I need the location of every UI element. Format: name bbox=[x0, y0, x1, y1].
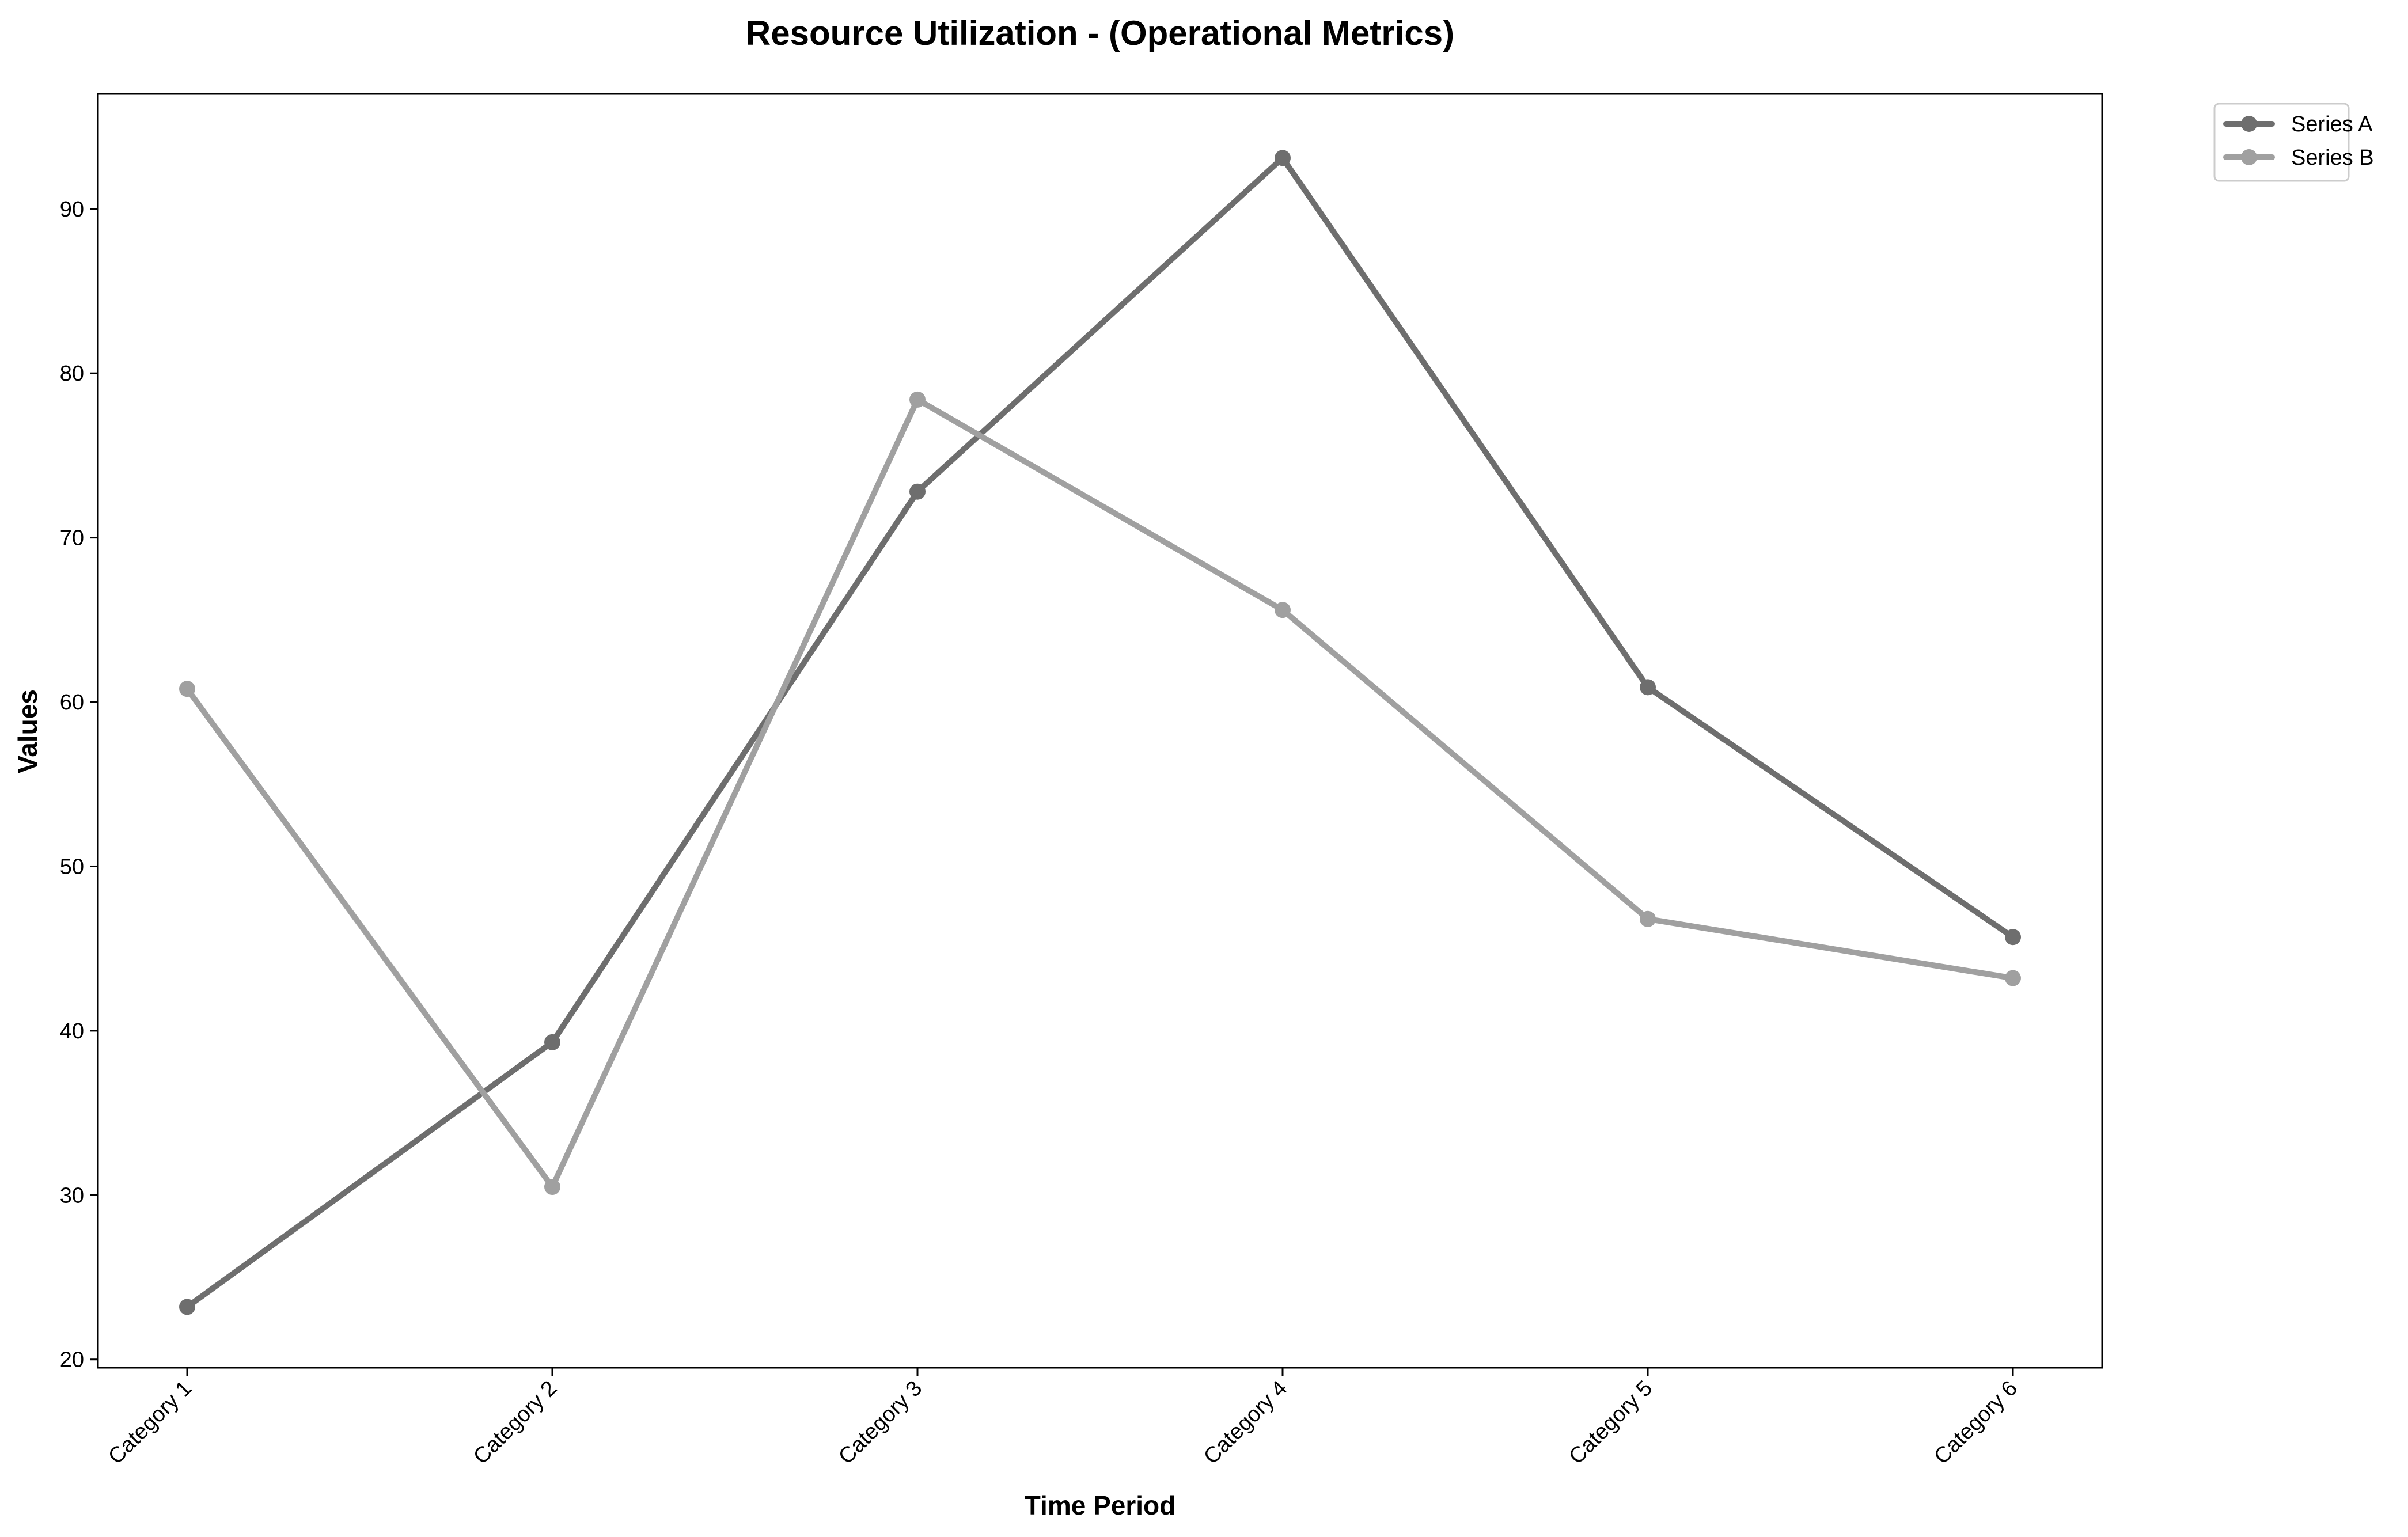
series-2-point bbox=[2005, 970, 2021, 986]
y-axis: 20 30 40 50 60 70 80 90 bbox=[60, 198, 98, 1372]
y-tick-label: 20 bbox=[60, 1348, 84, 1372]
series-2-point bbox=[909, 391, 926, 408]
x-tick-label: Category 1 bbox=[104, 1376, 196, 1469]
legend-label: Series B bbox=[2291, 146, 2374, 170]
x-tick-label: Category 5 bbox=[1564, 1376, 1657, 1469]
y-tick-label: 30 bbox=[60, 1183, 84, 1208]
series-2-point bbox=[1275, 602, 1291, 618]
y-tick-label: 60 bbox=[60, 690, 84, 715]
series-1-point bbox=[1640, 679, 1656, 696]
series-lines bbox=[184, 155, 2016, 1310]
x-tick-label: Category 4 bbox=[1199, 1376, 1292, 1469]
series-1-point bbox=[179, 1299, 195, 1315]
series-2-point bbox=[179, 681, 195, 697]
legend-label: Series A bbox=[2291, 112, 2373, 136]
y-tick-label: 40 bbox=[60, 1019, 84, 1043]
y-tick-label: 50 bbox=[60, 855, 84, 879]
x-axis: Category 1 Category 2 Category 3 Category 4… bbox=[104, 1368, 2022, 1469]
chart-title: Resource Utilization - (Operational Metr… bbox=[746, 14, 1454, 52]
series-1-point bbox=[1275, 150, 1291, 166]
y-axis-label: Values bbox=[13, 689, 43, 773]
series-line-2 bbox=[184, 396, 2016, 1190]
series-2-point bbox=[1640, 910, 1656, 927]
y-tick-label: 70 bbox=[60, 526, 84, 551]
series-1-point bbox=[909, 483, 926, 500]
x-tick-label: Category 3 bbox=[834, 1376, 927, 1469]
legend: Series A Series B bbox=[2213, 103, 2374, 182]
plot-area bbox=[97, 93, 2103, 1369]
series-line-1 bbox=[184, 155, 2016, 1310]
series-1-point bbox=[2005, 929, 2021, 946]
x-tick-label: Category 2 bbox=[469, 1376, 562, 1469]
series-points bbox=[179, 150, 2021, 1315]
y-tick-label: 90 bbox=[60, 198, 84, 222]
legend-marker bbox=[2241, 116, 2257, 132]
series-2-point bbox=[544, 1179, 560, 1196]
legend-marker bbox=[2241, 149, 2257, 165]
x-axis-label: Time Period bbox=[1025, 1490, 1175, 1520]
x-tick-label: Category 6 bbox=[1929, 1376, 2022, 1469]
y-tick-label: 80 bbox=[60, 362, 84, 386]
series-1-point bbox=[544, 1034, 560, 1050]
